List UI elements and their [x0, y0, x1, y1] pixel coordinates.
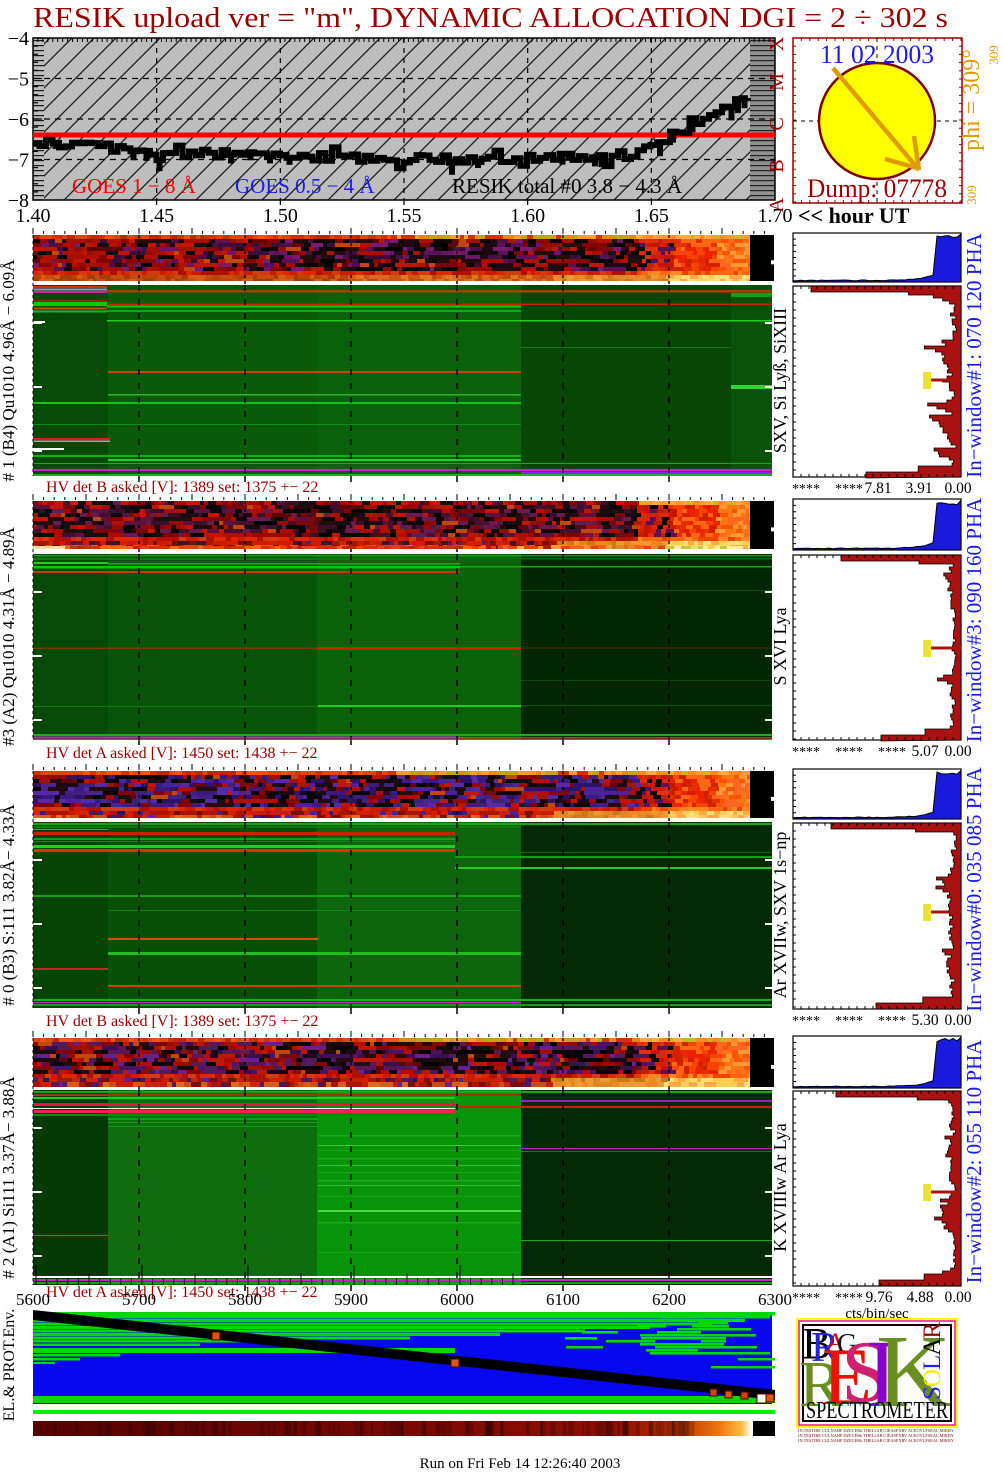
svg-text:HV det A asked [V]: 1450 set:: HV det A asked [V]: 1450 set: 1438 +− 22: [46, 745, 318, 762]
svg-text:6000: 6000: [440, 1290, 474, 1309]
svg-text:5600: 5600: [16, 1290, 50, 1309]
svg-text:7.81: 7.81: [864, 480, 891, 497]
svg-text:309: 309: [964, 185, 979, 205]
svg-text:R: R: [811, 1325, 839, 1371]
svg-text:−8: −8: [8, 190, 29, 212]
svg-text:0.00: 0.00: [944, 480, 971, 497]
svg-text:A: A: [766, 197, 788, 212]
svg-text:5.07: 5.07: [911, 743, 938, 760]
svg-text:5.30: 5.30: [911, 1012, 938, 1029]
svg-text:****: ****: [835, 1014, 863, 1029]
svg-text:1.55: 1.55: [387, 205, 422, 227]
svg-text:# 0 (B3) S:111 3.82Å− 4.33Å: # 0 (B3) S:111 3.82Å− 4.33Å: [0, 804, 18, 1006]
svg-text:Dump: 07778: Dump: 07778: [807, 174, 947, 203]
svg-text:SOLAR: SOLAR: [919, 1322, 946, 1400]
svg-text:5700: 5700: [122, 1290, 156, 1309]
svg-text:E: E: [822, 1331, 872, 1422]
svg-text:HV det B asked [V]: 1389 set:: HV det B asked [V]: 1389 set: 1375 +− 22: [46, 1013, 318, 1030]
svg-text:5900: 5900: [334, 1290, 368, 1309]
svg-text:−6: −6: [8, 109, 29, 131]
svg-text:SPECTROMETER: SPECTROMETER: [806, 1398, 948, 1424]
svg-text:B: B: [802, 1319, 831, 1368]
svg-text:1.60: 1.60: [510, 205, 545, 227]
svg-text:1.50: 1.50: [263, 205, 298, 227]
svg-text:A: A: [826, 1328, 845, 1357]
svg-text:HV det B asked [V]: 1389 set:: HV det B asked [V]: 1389 set: 1375 +− 22: [46, 479, 318, 496]
svg-text:****: ****: [792, 1014, 820, 1029]
svg-text:In−window#0: 035 085 PHA: In−window#0: 035 085 PHA: [962, 766, 986, 1011]
svg-text:0.00: 0.00: [944, 743, 971, 760]
svg-text:6100: 6100: [546, 1290, 580, 1309]
svg-text:****: ****: [835, 482, 863, 497]
svg-text:6200: 6200: [652, 1290, 686, 1309]
svg-text:EL.& PROT.Env.: EL.& PROT.Env.: [1, 1309, 18, 1421]
svg-text:3.91: 3.91: [905, 480, 932, 497]
svg-text:6300: 6300: [758, 1290, 792, 1309]
svg-text:0.00: 0.00: [944, 1289, 971, 1306]
svg-text:M: M: [766, 73, 788, 91]
svg-text:# 2 (A1) Si111 3.37Å− 3.88Å: # 2 (A1) Si111 3.37Å− 3.88Å: [0, 1076, 18, 1279]
svg-text:11 02 2003: 11 02 2003: [820, 40, 934, 69]
svg-text:1.65: 1.65: [634, 205, 669, 227]
svg-text:5800: 5800: [228, 1290, 262, 1309]
svg-text:#3 (A2) Qu1010 4.31Å − 4.89Å: #3 (A2) Qu1010 4.31Å − 4.89Å: [0, 526, 18, 745]
svg-text:B: B: [766, 159, 788, 172]
svg-text:X: X: [766, 36, 788, 51]
svg-text:IN.TESTIRE CULNAHP DZECHSk THE: IN.TESTIRE CULNAHP DZECHSk THELLSB CIEAS…: [798, 1438, 955, 1443]
svg-text:K XVIIIw Ar Lya: K XVIIIw Ar Lya: [770, 1123, 790, 1251]
svg-text:I: I: [866, 1320, 898, 1427]
svg-text:0.00: 0.00: [944, 1012, 971, 1029]
svg-text:Ar XVIIw, SXV 1s−np: Ar XVIIw, SXV 1s−np: [770, 832, 790, 999]
svg-text:R: R: [799, 1348, 843, 1421]
svg-text:****: ****: [792, 1291, 820, 1306]
svg-text:****: ****: [792, 745, 820, 760]
svg-text:309: 309: [986, 45, 1001, 65]
svg-text:C: C: [766, 117, 788, 130]
svg-text:RESIK total #0 3.8 − 4.3 Å: RESIK total #0 3.8 − 4.3 Å: [452, 174, 683, 198]
svg-text:# 1 (B4) Qu1010 4.96Å − 6.09Å: # 1 (B4) Qu1010 4.96Å − 6.09Å: [0, 259, 18, 482]
svg-text:S XVI Lya: S XVI Lya: [770, 607, 790, 685]
svg-text:phi = 309°: phi = 309°: [959, 49, 985, 151]
svg-text:4.88: 4.88: [906, 1289, 933, 1306]
svg-text:GOES 1 − 8 Å: GOES 1 − 8 Å: [72, 174, 197, 198]
svg-text:Run on Fri Feb 14 12:26:40 200: Run on Fri Feb 14 12:26:40 2003: [420, 1456, 621, 1472]
svg-text:HV det A asked [V]: 1450 set:: HV det A asked [V]: 1450 set: 1438 +− 22: [46, 1284, 318, 1301]
svg-text:IN.TESTIRE CULNAHP DZECHSk THE: IN.TESTIRE CULNAHP DZECHSk THELLSB CIEAS…: [798, 1433, 955, 1438]
svg-text:IN.TESTIRE CULNAHP DZECHSk THE: IN.TESTIRE CULNAHP DZECHSk THELLSB CIEAS…: [798, 1428, 955, 1433]
svg-text:In−window#2: 055 110 PHA: In−window#2: 055 110 PHA: [962, 1039, 986, 1284]
svg-text:K: K: [876, 1314, 951, 1429]
svg-text:1.40: 1.40: [16, 205, 51, 227]
svg-text:****: ****: [878, 1014, 906, 1029]
svg-text:G: G: [837, 1329, 857, 1360]
svg-text:SXV, Si Lyß, SiXIII: SXV, Si Lyß, SiXIII: [770, 308, 790, 453]
svg-text:9.76: 9.76: [865, 1289, 892, 1306]
svg-text:In−window#3: 090 160 PHA: In−window#3: 090 160 PHA: [962, 497, 986, 742]
svg-text:−4: −4: [8, 28, 29, 50]
svg-text:In−window#1: 070 120 PHA: In−window#1: 070 120 PHA: [962, 232, 986, 477]
svg-text:−7: −7: [8, 150, 29, 172]
svg-text:****: ****: [792, 482, 820, 497]
svg-text:****: ****: [835, 745, 863, 760]
svg-text:****: ****: [878, 745, 906, 760]
svg-text:1.45: 1.45: [139, 205, 174, 227]
svg-text:GOES 0.5 − 4 Å: GOES 0.5 − 4 Å: [235, 174, 375, 198]
svg-text:****: ****: [835, 1291, 863, 1306]
svg-text:<< hour UT: << hour UT: [798, 203, 910, 228]
svg-text:RESIK upload ver = "m", DYNAMI: RESIK upload ver = "m", DYNAMIC ALLOCATI…: [33, 2, 948, 34]
svg-text:1.70: 1.70: [758, 205, 793, 227]
svg-text:−5: −5: [8, 69, 29, 91]
svg-text:S: S: [841, 1324, 890, 1421]
